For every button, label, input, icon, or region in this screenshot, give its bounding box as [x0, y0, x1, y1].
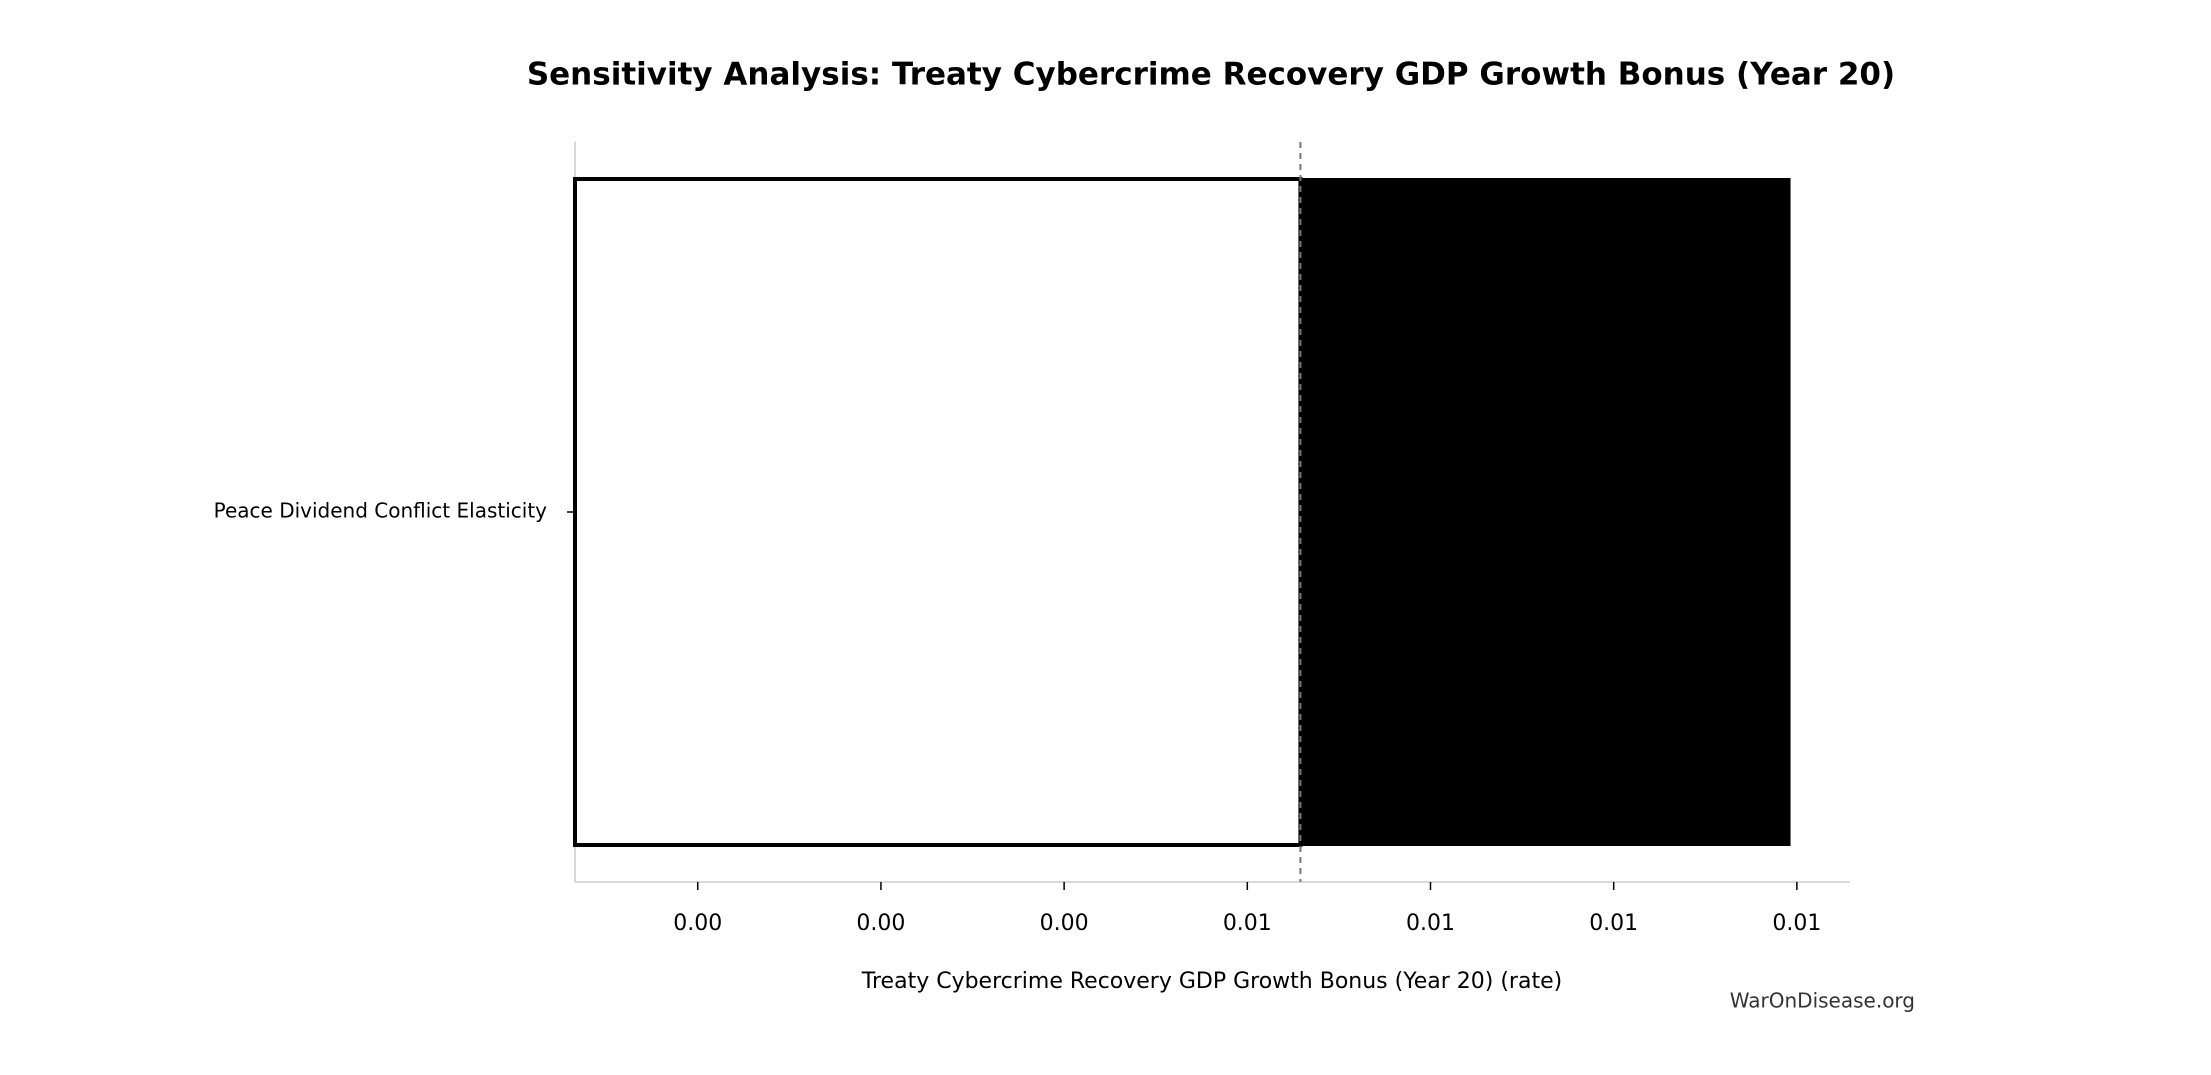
y-tick-label: Peace Dividend Conflict Elasticity [214, 499, 548, 523]
x-tick-label: 0.00 [673, 911, 722, 936]
x-tick-label: 0.01 [1772, 911, 1821, 936]
x-tick-label: 0.01 [1223, 911, 1272, 936]
watermark: WarOnDisease.org [1730, 989, 1915, 1013]
low-bar [573, 177, 1303, 847]
x-tick-label: 0.00 [856, 911, 905, 936]
x-tick-label: 0.01 [1406, 911, 1455, 936]
x-axis-label: Treaty Cybercrime Recovery GDP Growth Bo… [861, 969, 1562, 994]
x-tick-label: 0.00 [1040, 911, 1089, 936]
high-bar [1299, 178, 1791, 846]
chart-title: Sensitivity Analysis: Treaty Cybercrime … [527, 57, 1895, 93]
x-tick-label: 0.01 [1589, 911, 1638, 936]
